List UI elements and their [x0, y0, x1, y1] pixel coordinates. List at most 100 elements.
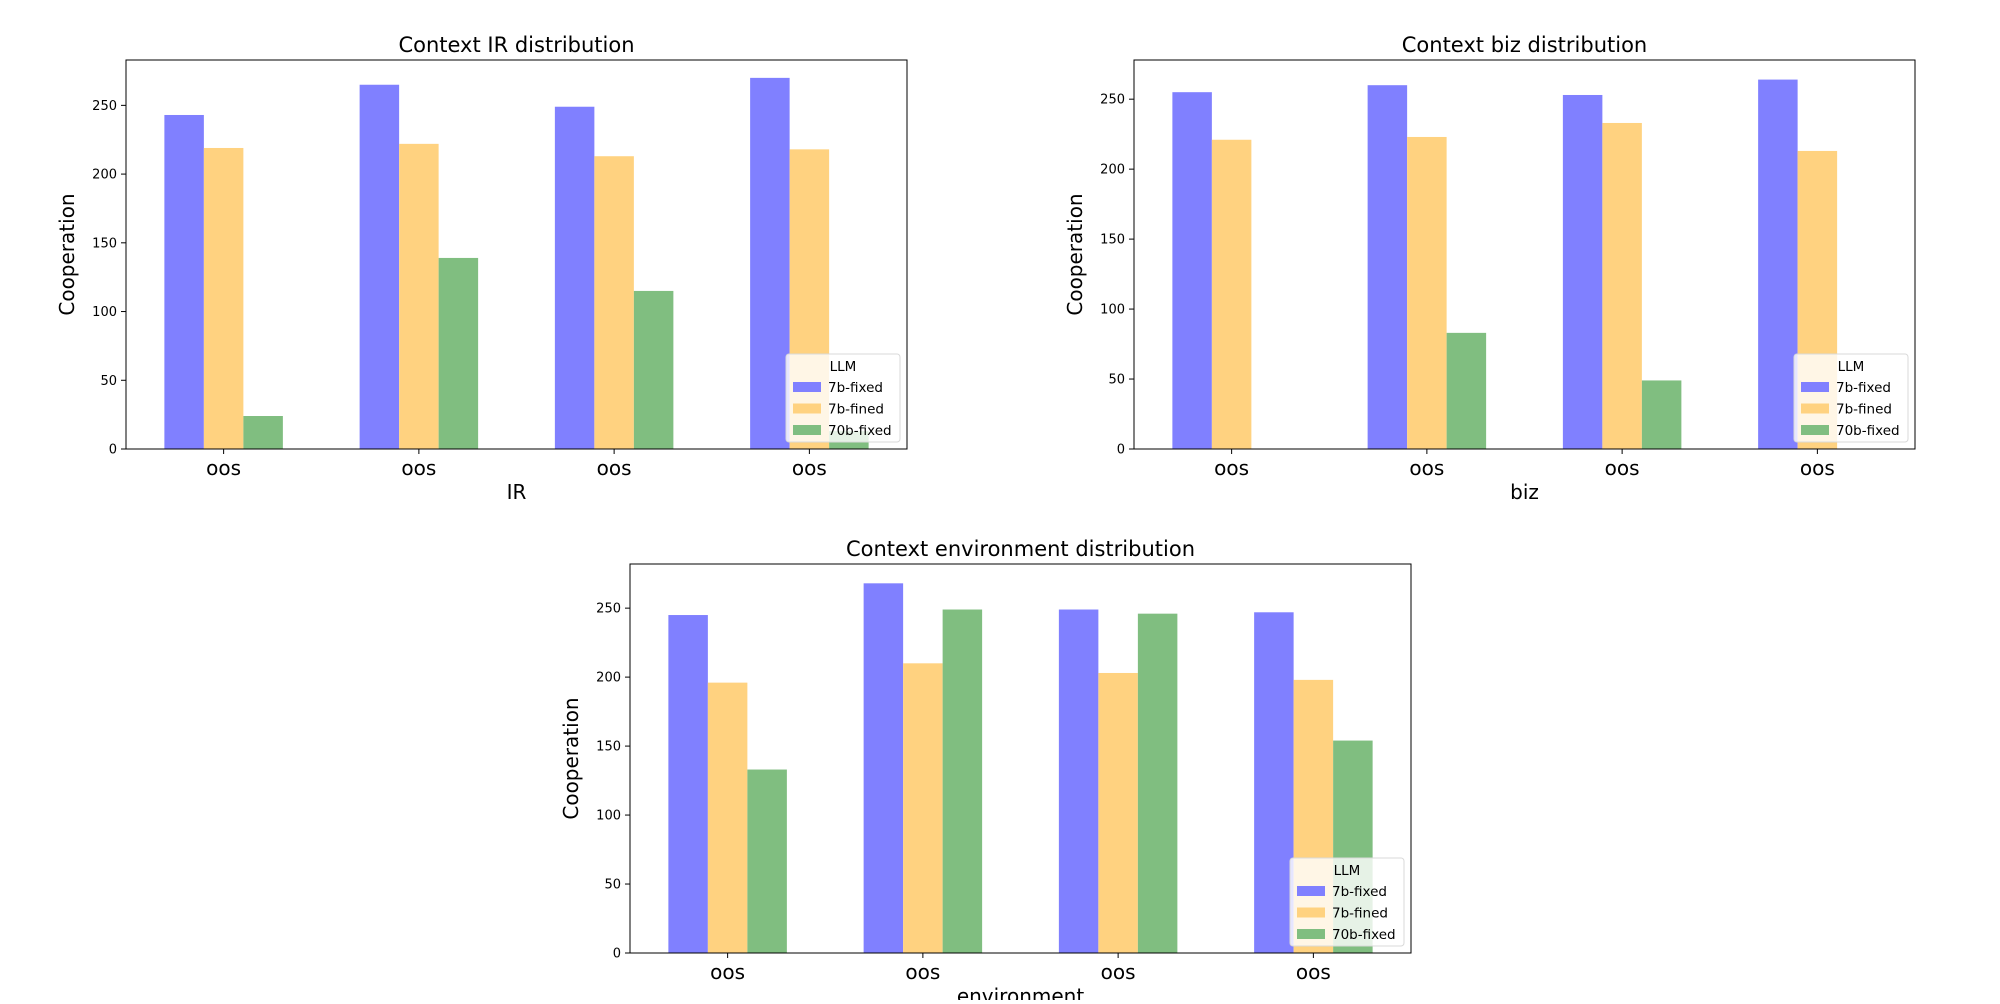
- bar-7b-fixed-4: [750, 77, 790, 449]
- y-tick-label: 150: [92, 236, 117, 251]
- bar-70b-fixed-1: [243, 416, 283, 449]
- legend-label-70b-fixed: 70b-fixed: [1332, 927, 1396, 943]
- chart-title: Context environment distribution: [846, 537, 1195, 561]
- x-tick-label: oos: [1101, 960, 1136, 984]
- legend: LLM 7b-fixed 7b-fined 70b-fixed: [1793, 353, 1909, 443]
- legend-label-7b-fixed: 7b-fixed: [1836, 380, 1891, 396]
- y-tick-label: 100: [596, 809, 621, 824]
- legend-box: [1289, 857, 1405, 947]
- y-tick-label: 0: [109, 443, 117, 458]
- x-tick-label: oos: [1296, 960, 1331, 984]
- bar-7b-fined-1: [707, 682, 748, 953]
- chart-panel-1: 0 50 100 150 200 250 oos oos oos oos Context IR di…: [55, 33, 908, 504]
- bar-70b-fixed-3: [1137, 613, 1178, 953]
- y-tick-label: 0: [1117, 443, 1125, 458]
- chart-panel-3: 0 50 100 150 200 250 oos oos oos oos Context envir…: [559, 537, 1412, 1004]
- x-tick-label: oos: [1605, 456, 1640, 480]
- axes-frame: [1133, 59, 1916, 450]
- bar-7b-fixed-4: [1254, 612, 1294, 953]
- legend-title: LLM: [1334, 863, 1361, 879]
- y-axis-label: Cooperation: [559, 697, 583, 819]
- legend-box: [1793, 353, 1909, 443]
- bar-70b-fixed-3: [1641, 380, 1682, 449]
- bar-70b-fixed-3: [633, 290, 674, 449]
- bar-7b-fixed-3: [554, 106, 595, 449]
- y-tick-label: 50: [604, 878, 621, 893]
- bar-70b-fixed-2: [438, 257, 479, 449]
- y-tick-label: 50: [1108, 373, 1125, 388]
- x-tick-label: oos: [206, 456, 241, 480]
- legend-swatch-70b-fixed: [793, 425, 821, 435]
- bar-7b-fined-1: [203, 147, 244, 449]
- legend-label-7b-fined: 7b-fined: [828, 402, 884, 418]
- bar-7b-fined-1: [1211, 139, 1252, 450]
- legend-box: [785, 353, 901, 443]
- x-tick-label: oos: [1214, 456, 1249, 480]
- legend: LLM 7b-fixed 7b-fined 70b-fixed: [785, 353, 901, 443]
- bar-7b-fixed-1: [668, 615, 708, 953]
- legend-swatch-70b-fixed: [1801, 425, 1829, 435]
- legend-swatch-7b-fixed: [793, 382, 821, 392]
- x-axis-label: biz: [1510, 480, 1539, 504]
- x-axis-label: IR: [507, 480, 527, 504]
- legend-swatch-7b-fined: [1297, 907, 1325, 918]
- x-tick-label: oos: [1409, 456, 1444, 480]
- legend-swatch-7b-fined: [1801, 403, 1829, 414]
- legend: LLM 7b-fixed 7b-fined 70b-fixed: [1289, 857, 1405, 947]
- legend-swatch-7b-fixed: [1801, 382, 1829, 392]
- legend-swatch-70b-fixed: [1297, 929, 1325, 939]
- x-tick-label: oos: [905, 960, 940, 984]
- bar-70b-fixed-1: [747, 769, 787, 953]
- bar-7b-fined-3: [594, 156, 634, 449]
- x-tick-label: oos: [1800, 456, 1835, 480]
- legend-label-70b-fixed: 70b-fixed: [828, 423, 892, 439]
- legend-title: LLM: [830, 359, 857, 375]
- y-tick-label: 150: [1100, 233, 1125, 248]
- bar-7b-fined-3: [1098, 672, 1138, 953]
- y-tick-label: 100: [92, 305, 117, 320]
- chart-panel-2: 0 50 100 150 200 250 oos oos oos oos Context biz d…: [1063, 33, 1916, 504]
- bar-7b-fined-2: [1407, 136, 1447, 449]
- y-tick-label: 50: [100, 374, 117, 389]
- bar-7b-fixed-1: [164, 114, 204, 449]
- legend-label-7b-fixed: 7b-fixed: [1332, 884, 1387, 900]
- bar-7b-fined-2: [399, 143, 439, 449]
- x-tick-label: oos: [401, 456, 436, 480]
- legend-swatch-7b-fixed: [1297, 886, 1325, 896]
- legend-title: LLM: [1838, 359, 1865, 375]
- legend-label-7b-fixed: 7b-fixed: [828, 380, 883, 396]
- bar-70b-fixed-2: [942, 609, 983, 953]
- y-tick-label: 200: [596, 671, 621, 686]
- y-axis-label: Cooperation: [1063, 193, 1087, 315]
- x-tick-label: oos: [792, 456, 827, 480]
- bar-7b-fixed-2: [1367, 85, 1408, 450]
- axes-frame: [629, 563, 1412, 954]
- chart-title: Context IR distribution: [398, 33, 634, 57]
- legend-label-7b-fined: 7b-fined: [1332, 906, 1388, 922]
- y-tick-label: 250: [596, 602, 621, 617]
- bar-7b-fixed-2: [863, 583, 904, 953]
- legend-label-70b-fixed: 70b-fixed: [1836, 423, 1900, 439]
- bar-7b-fixed-4: [1758, 79, 1798, 449]
- y-tick-label: 150: [596, 740, 621, 755]
- bar-7b-fixed-1: [1172, 92, 1212, 449]
- y-tick-label: 250: [1100, 93, 1125, 108]
- bar-7b-fixed-3: [1562, 94, 1603, 449]
- axes-frame: [125, 59, 908, 450]
- bar-70b-fixed-2: [1446, 332, 1487, 449]
- x-axis-label: environment: [957, 984, 1085, 1000]
- x-tick-label: oos: [710, 960, 745, 984]
- bar-7b-fixed-3: [1058, 609, 1099, 953]
- x-tick-label: oos: [597, 456, 632, 480]
- bar-7b-fined-2: [903, 663, 943, 953]
- bar-7b-fixed-2: [359, 84, 400, 449]
- y-tick-label: 200: [92, 168, 117, 183]
- y-tick-label: 200: [1100, 163, 1125, 178]
- y-tick-label: 0: [613, 947, 621, 962]
- y-axis-label: Cooperation: [55, 193, 79, 315]
- chart-title: Context biz distribution: [1402, 33, 1647, 57]
- y-tick-label: 100: [1100, 303, 1125, 318]
- y-tick-label: 250: [92, 99, 117, 114]
- legend-swatch-7b-fined: [793, 403, 821, 414]
